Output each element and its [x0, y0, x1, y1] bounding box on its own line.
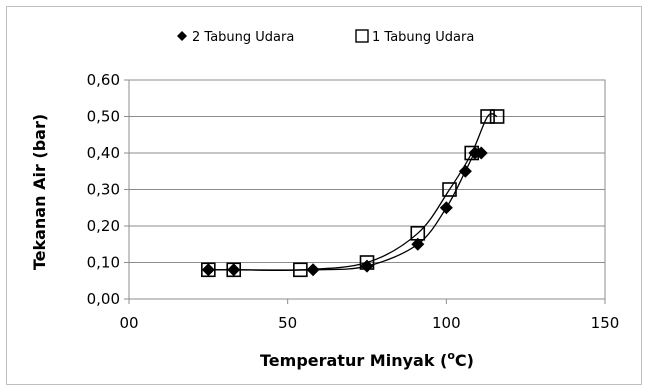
square-point: [410, 226, 426, 241]
y-tick-label: 0,60: [87, 71, 120, 89]
square-point: [480, 109, 495, 124]
x-tick-label: 50: [278, 314, 297, 332]
trendlines: [208, 113, 498, 271]
x-axis-title-superscript: o: [447, 349, 455, 362]
x-tick-label: 00: [119, 314, 138, 332]
legend-square-icon: [355, 29, 369, 43]
square-point: [226, 262, 242, 278]
legend-label: 2 Tabung Udara: [192, 30, 294, 45]
gridlines: [129, 79, 605, 263]
scatter-chart: 2 Tabung Udara 1 Tabung Udara 0,00 0,10 0,2…: [30, 29, 619, 370]
x-axis-title-tail: C): [455, 351, 474, 370]
y-axis-ticks: 0,00 0,10 0,20 0,30 0,40 0,50 0,60: [87, 71, 129, 308]
trendline-diamond-series: [208, 151, 482, 271]
x-axis-title: Temperatur Minyak (oC): [260, 349, 474, 370]
square-point: [442, 182, 457, 197]
data-markers: [201, 109, 505, 278]
y-tick-label: 0,20: [87, 217, 120, 235]
diamond-point: [458, 164, 472, 178]
x-tick-label: 150: [591, 314, 620, 332]
diamond-point: [201, 263, 215, 277]
y-tick-label: 0,10: [87, 254, 120, 272]
x-axis-ticks: 00 50 100 150: [119, 299, 619, 332]
square-point: [201, 262, 216, 278]
diamond-point: [227, 263, 241, 277]
x-tick-label: 100: [432, 314, 461, 332]
y-tick-label: 0,40: [87, 144, 120, 162]
legend-diamond-icon: [177, 31, 187, 41]
square-point: [464, 145, 480, 161]
y-axis-title: Tekanan Air (bar): [30, 114, 49, 270]
chart-frame: 2 Tabung Udara 1 Tabung Udara 0,00 0,10 0,2…: [6, 6, 642, 385]
y-tick-label: 0,50: [87, 108, 120, 126]
legend-label: 1 Tabung Udara: [372, 30, 474, 45]
square-point: [293, 262, 308, 278]
y-tick-label: 0,30: [87, 181, 120, 199]
square-point: [489, 109, 505, 124]
y-tick-label: 0,00: [87, 290, 120, 308]
legend: 2 Tabung Udara 1 Tabung Udara: [177, 29, 474, 45]
diamond-point: [439, 201, 453, 215]
trendline-square-series: [208, 113, 498, 271]
x-axis-title-main: Temperatur Minyak (: [260, 351, 447, 370]
square-point: [359, 255, 375, 270]
diamond-point: [411, 237, 425, 251]
diamond-point: [306, 263, 320, 277]
